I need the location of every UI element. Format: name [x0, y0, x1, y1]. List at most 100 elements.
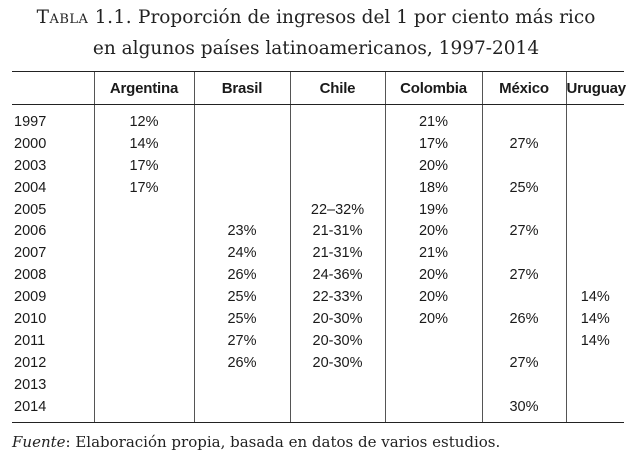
cell-uruguay — [565, 220, 624, 243]
cell-colombia: 19% — [384, 198, 482, 221]
cell-mexico — [481, 198, 566, 221]
cell-argentina — [93, 351, 194, 374]
cell-uruguay — [565, 264, 624, 287]
cell-colombia: 18% — [384, 176, 482, 199]
cell-chile: 21-31% — [289, 242, 385, 265]
cell-uruguay — [565, 154, 624, 177]
cell-chile — [289, 104, 385, 133]
table-row: 2010 25% 20-30% 20% 26% 14% — [12, 308, 624, 330]
cell-brasil: 24% — [193, 242, 290, 265]
header-year — [12, 71, 94, 105]
cell-chile: 21-31% — [289, 220, 385, 243]
table-row: 2012 26% 20-30% 27% — [12, 351, 624, 374]
table-row: 2003 17% 20% — [12, 154, 624, 177]
header-brasil: Brasil — [193, 71, 290, 105]
cell-argentina — [93, 242, 194, 265]
cell-year: 2012 — [14, 354, 47, 371]
source-note: Fuente: Elaboración propia, basada en da… — [12, 433, 500, 451]
cell-brasil — [193, 198, 290, 221]
cell-uruguay: 14% — [565, 286, 624, 309]
cell-year: 2011 — [14, 332, 46, 349]
cell-brasil — [193, 395, 290, 424]
cell-year: 2010 — [14, 310, 47, 327]
cell-mexico: 27% — [481, 132, 566, 155]
cell-uruguay — [565, 395, 624, 424]
table-row: 1997 12% 21% — [12, 104, 624, 133]
cell-brasil — [193, 154, 290, 177]
cell-argentina — [93, 220, 194, 243]
cell-colombia: 20% — [384, 264, 482, 287]
cell-argentina — [93, 308, 194, 330]
cell-year: 2014 — [12, 395, 94, 424]
cell-colombia: 20% — [384, 220, 482, 243]
cell-chile: 22–32% — [289, 198, 385, 221]
cell-colombia: 17% — [384, 132, 482, 155]
cell-chile: 20-30% — [289, 329, 385, 352]
table-row: 2013 — [12, 373, 624, 396]
cell-argentina: 12% — [93, 104, 194, 133]
cell-colombia: 21% — [384, 242, 482, 265]
cell-brasil: 25% — [193, 286, 290, 309]
cell-argentina: 17% — [93, 154, 194, 177]
cell-year: 2013 — [14, 376, 47, 393]
cell-colombia — [384, 373, 482, 396]
cell-year: 2009 — [14, 289, 47, 306]
cell-argentina — [93, 264, 194, 287]
cell-brasil — [193, 176, 290, 199]
cell-brasil: 25% — [193, 308, 290, 330]
table-row: 2011 27% 20-30% 14% — [12, 329, 624, 352]
header-argentina: Argentina — [93, 71, 194, 105]
source-text: : Elaboración propia, basada en datos de… — [65, 433, 501, 451]
cell-chile: 20-30% — [289, 351, 385, 374]
cell-colombia: 21% — [384, 104, 482, 133]
cell-brasil: 23% — [193, 220, 290, 243]
cell-argentina — [93, 395, 194, 424]
cell-uruguay — [565, 242, 624, 265]
caption-label: Tabla 1.1. — [36, 7, 133, 28]
cell-brasil — [193, 132, 290, 155]
cell-colombia — [384, 351, 482, 374]
cell-year: 2000 — [14, 135, 47, 152]
cell-argentina — [93, 286, 194, 309]
cell-year: 2003 — [14, 157, 47, 174]
cell-brasil: 27% — [193, 329, 290, 352]
cell-chile — [289, 176, 385, 199]
cell-uruguay: 14% — [565, 329, 624, 352]
cell-argentina — [93, 373, 194, 396]
cell-mexico: 27% — [481, 220, 566, 243]
cell-mexico — [481, 104, 566, 133]
cell-uruguay: 14% — [565, 308, 624, 330]
table-header-row: Argentina Brasil Chile Colombia México U… — [12, 71, 626, 105]
table-row: 2005 22–32% 19% — [12, 198, 624, 221]
cell-uruguay — [565, 176, 624, 199]
cell-uruguay — [565, 104, 624, 133]
caption-line-2: en algunos países latinoamericanos, 1997… — [92, 38, 540, 59]
cell-mexico: 30% — [481, 395, 566, 424]
cell-uruguay — [565, 132, 624, 155]
source-label: Fuente — [12, 433, 66, 451]
table-row: 2000 14% 17% 27% — [12, 132, 624, 155]
header-uruguay: Uruguay — [565, 71, 626, 105]
header-colombia: Colombia — [384, 71, 482, 105]
table-row: 2014 30% — [12, 395, 624, 424]
cell-year: 1997 — [14, 113, 47, 130]
header-chile: Chile — [289, 71, 385, 105]
cell-uruguay — [565, 373, 624, 396]
cell-mexico: 27% — [481, 264, 566, 287]
cell-argentina — [93, 198, 194, 221]
income-share-table: Argentina Brasil Chile Colombia México U… — [12, 71, 626, 424]
cell-colombia: 20% — [384, 308, 482, 330]
cell-year: 2004 — [14, 179, 47, 196]
table-row: 2004 17% 18% 25% — [12, 176, 624, 199]
cell-brasil — [193, 104, 290, 133]
cell-chile — [289, 395, 385, 424]
table-row: 2007 24% 21-31% 21% — [12, 242, 624, 265]
header-mexico: México — [481, 71, 566, 105]
cell-colombia: 20% — [384, 286, 482, 309]
cell-argentina — [93, 329, 194, 352]
cell-uruguay — [565, 351, 624, 374]
cell-mexico: 27% — [481, 351, 566, 374]
caption-title: Proporción de ingresos del 1 por ciento … — [138, 7, 596, 28]
table-row: 2009 25% 22-33% 20% 14% — [12, 286, 624, 309]
cell-mexico: 25% — [481, 176, 566, 199]
